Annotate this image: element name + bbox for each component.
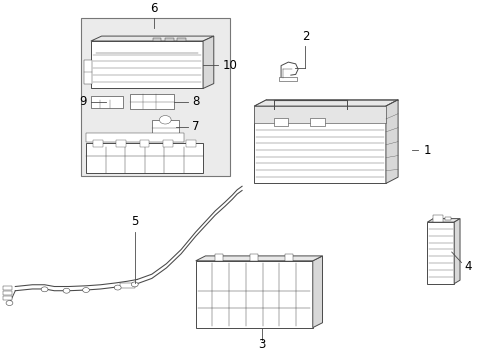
Text: 10: 10 xyxy=(222,59,237,72)
Circle shape xyxy=(63,288,70,293)
Circle shape xyxy=(6,301,13,306)
Bar xyxy=(3,296,12,300)
Polygon shape xyxy=(91,36,213,41)
Circle shape xyxy=(159,116,171,124)
Bar xyxy=(273,118,288,126)
Bar xyxy=(91,41,203,89)
Polygon shape xyxy=(427,219,459,222)
Text: 8: 8 xyxy=(192,95,199,108)
Bar xyxy=(140,140,149,148)
Polygon shape xyxy=(385,100,397,184)
Polygon shape xyxy=(312,256,322,328)
Bar xyxy=(120,283,135,288)
Circle shape xyxy=(41,287,48,292)
Bar xyxy=(116,140,126,148)
Bar xyxy=(3,286,12,291)
Text: 9: 9 xyxy=(80,95,87,108)
Text: 7: 7 xyxy=(192,120,200,133)
Bar xyxy=(93,140,102,148)
Bar xyxy=(3,291,12,295)
Text: 6: 6 xyxy=(150,2,158,15)
Bar xyxy=(163,140,172,148)
Polygon shape xyxy=(195,256,322,261)
Circle shape xyxy=(131,282,138,287)
Polygon shape xyxy=(453,219,459,284)
Bar xyxy=(130,94,173,109)
Bar xyxy=(83,60,92,84)
Bar xyxy=(432,215,443,222)
Polygon shape xyxy=(254,100,397,106)
Bar xyxy=(81,18,229,176)
Bar xyxy=(152,38,161,41)
Circle shape xyxy=(114,285,121,290)
Text: 3: 3 xyxy=(257,338,264,351)
Polygon shape xyxy=(203,36,213,89)
Bar xyxy=(164,38,173,41)
Bar xyxy=(250,255,258,261)
Bar xyxy=(86,133,183,142)
Bar xyxy=(195,261,312,328)
Bar xyxy=(215,255,223,261)
Bar xyxy=(254,106,385,123)
Bar xyxy=(86,143,203,173)
Bar xyxy=(152,120,178,136)
Bar xyxy=(254,106,385,184)
Bar xyxy=(427,222,453,284)
Bar xyxy=(91,95,122,108)
Bar xyxy=(177,38,185,41)
Bar xyxy=(444,217,450,220)
Bar xyxy=(310,118,325,126)
Bar xyxy=(285,255,293,261)
Bar xyxy=(186,140,196,148)
Text: 4: 4 xyxy=(463,260,470,273)
Text: 5: 5 xyxy=(131,215,138,228)
Text: 1: 1 xyxy=(423,144,430,157)
Circle shape xyxy=(82,288,89,292)
Bar xyxy=(278,77,297,81)
Text: 2: 2 xyxy=(301,30,308,43)
